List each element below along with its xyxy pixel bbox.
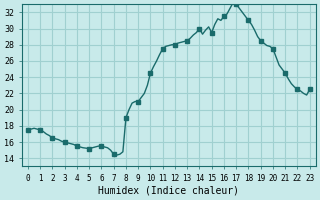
X-axis label: Humidex (Indice chaleur): Humidex (Indice chaleur) [98,186,239,196]
